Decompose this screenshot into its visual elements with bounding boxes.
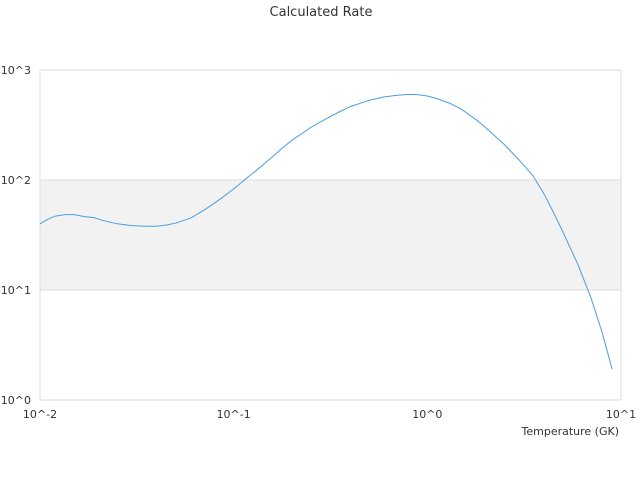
- grid-band: [40, 180, 621, 290]
- x-tick-label: 10^-1: [217, 408, 251, 421]
- y-tick-label: 10^2: [1, 174, 31, 187]
- x-tick-label: 10^1: [606, 408, 636, 421]
- tick-labels: 10^0 10^1 10^2 10^3 10^-2 10^-1 10^0 10^1: [1, 64, 636, 421]
- y-tick-label: 10^3: [1, 64, 31, 77]
- x-tick-label: 10^-2: [23, 408, 57, 421]
- series-line: [39, 93, 613, 370]
- chart-title: Calculated Rate: [270, 5, 373, 20]
- x-tick-label: 10^0: [412, 408, 442, 421]
- y-tick-label: 10^0: [1, 394, 31, 407]
- grid: [39, 69, 622, 401]
- x-axis-label: Temperature (GK): [521, 425, 620, 438]
- y-tick-label: 10^1: [1, 284, 31, 297]
